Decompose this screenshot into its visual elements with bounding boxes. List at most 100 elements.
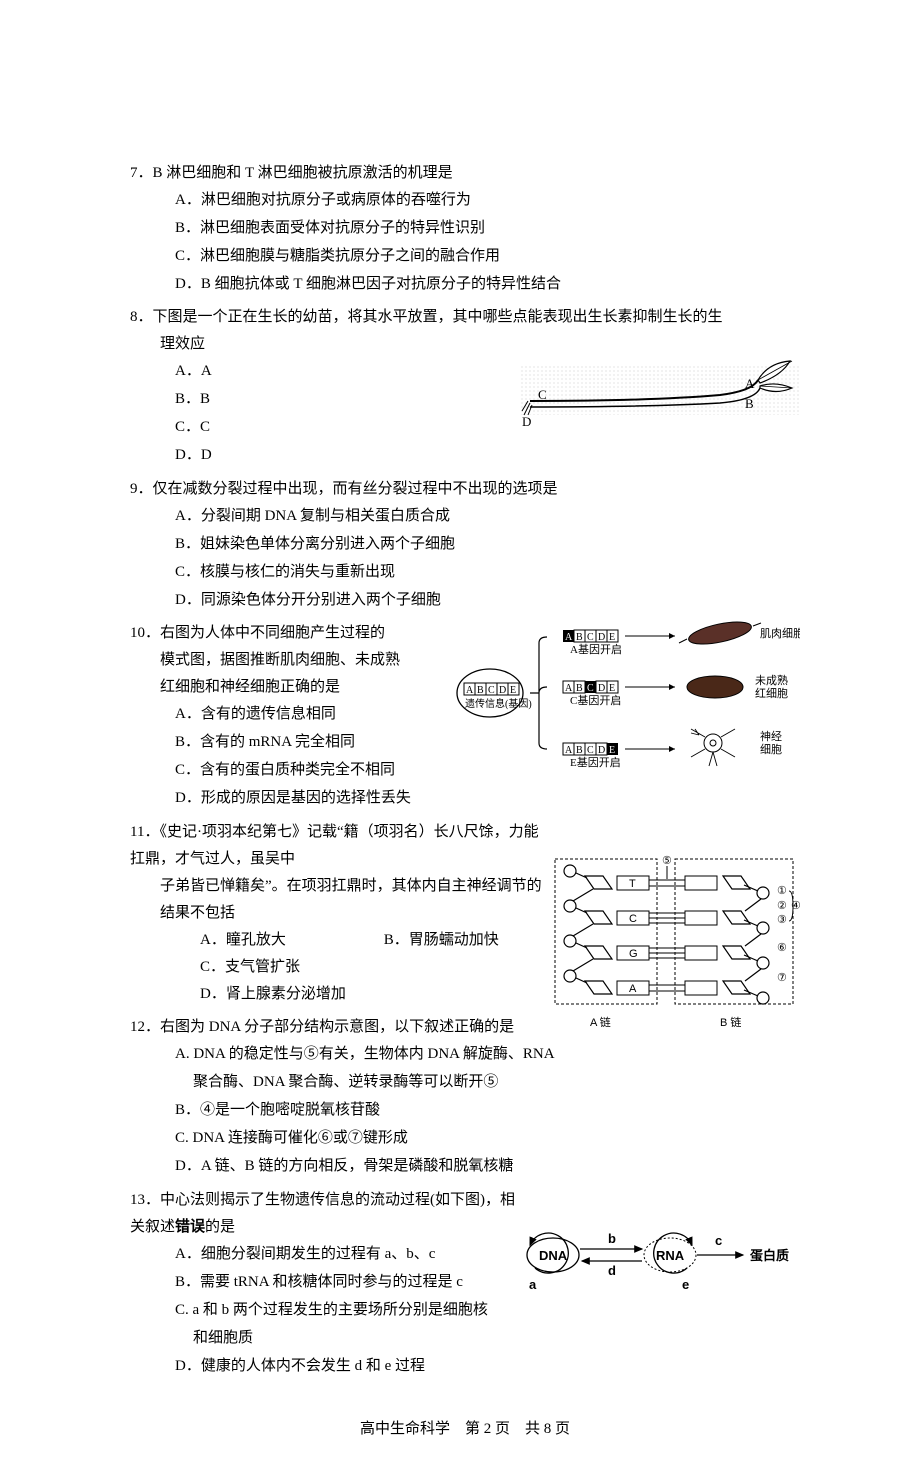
- q9-options: A．分裂间期 DNA 复制与相关蛋白质合成 B．姐妹染色单体分离分别进入两个子细…: [175, 503, 800, 614]
- svg-text:D: D: [598, 683, 605, 694]
- question-13: DNA RNA 蛋白质 a b d c e 13．中心法则揭示了生物遗传信息的流…: [130, 1187, 800, 1381]
- svg-text:E: E: [609, 745, 615, 756]
- svg-text:A: A: [466, 685, 474, 696]
- svg-text:E: E: [510, 685, 516, 696]
- svg-text:d: d: [608, 1263, 616, 1278]
- q12-opt-a2: 聚合酶、DNA 聚合酶、逆转录酶等可以断开⑤: [193, 1069, 800, 1096]
- svg-text:④: ④: [791, 900, 800, 912]
- svg-text:RNA: RNA: [656, 1248, 685, 1263]
- q8-stem: ．下图是一个正在生长的幼苗，将其水平放置，其中哪些点能表现出生长素抑制生长的生: [138, 309, 723, 325]
- svg-text:B: B: [477, 685, 484, 696]
- svg-text:遗传信息(基因): 遗传信息(基因): [465, 697, 532, 710]
- q12-options: A. DNA 的稳定性与⑤有关，生物体内 DNA 解旋酶、RNA 聚合酶、DNA…: [175, 1041, 800, 1180]
- q7-stem: ．B 淋巴细胞和 T 淋巴细胞被抗原激活的机理是: [138, 165, 453, 181]
- q11-opt-d: D．肾上腺素分泌增加: [200, 981, 346, 1008]
- svg-text:e: e: [682, 1277, 689, 1292]
- q8-label-b: B: [745, 396, 754, 411]
- q13-opt-c1: C. a 和 b 两个过程发生的主要场所分别是细胞核: [175, 1297, 800, 1324]
- q13-opt-c2: 和细胞质: [193, 1325, 800, 1352]
- q12-opt-b: B．④是一个胞嘧啶脱氧核苷酸: [175, 1097, 800, 1124]
- svg-text:③: ③: [777, 914, 787, 926]
- q7-options: A．淋巴细胞对抗原分子或病原体的吞噬行为 B．淋巴细胞表面受体对抗原分子的特异性…: [175, 187, 800, 298]
- svg-text:C: C: [587, 745, 594, 756]
- q8-figure: A B C D: [520, 353, 800, 428]
- q11-num: 11: [130, 824, 144, 840]
- svg-text:T: T: [629, 878, 636, 890]
- svg-text:神经: 神经: [760, 729, 782, 743]
- q9-num: 9: [130, 481, 138, 497]
- q7-opt-c: C．淋巴细胞膜与糖脂类抗原分子之间的融合作用: [175, 243, 800, 270]
- question-12: 12．右图为 DNA 分子部分结构示意图，以下叙述正确的是 A. DNA 的稳定…: [130, 1014, 800, 1181]
- svg-text:C: C: [488, 685, 495, 696]
- svg-text:D: D: [499, 685, 506, 696]
- svg-text:A基因开启: A基因开启: [570, 643, 622, 656]
- q7-num: 7: [130, 165, 138, 181]
- q9-opt-b: B．姐妹染色单体分离分别进入两个子细胞: [175, 531, 800, 558]
- svg-text:C: C: [587, 632, 594, 643]
- q11-opt-a: A．瞳孔放大: [200, 927, 340, 954]
- svg-text:B: B: [576, 745, 583, 756]
- svg-text:A: A: [629, 983, 637, 995]
- svg-text:⑥: ⑥: [777, 942, 787, 954]
- svg-text:②: ②: [777, 900, 787, 912]
- q10-figure: A B C D E 遗传信息(基因) A B C D E A基因开启 肌肉细胞: [455, 615, 800, 770]
- q12-opt-c: C. DNA 连接酶可催化⑥或⑦键形成: [175, 1125, 800, 1152]
- svg-text:A: A: [565, 745, 573, 756]
- svg-text:a: a: [529, 1277, 537, 1292]
- q9-opt-c: C．核膜与核仁的消失与重新出现: [175, 559, 800, 586]
- question-11: T C G A: [130, 819, 800, 1008]
- page-footer: 高中生命科学 第 2 页 共 8 页: [130, 1416, 800, 1443]
- q7-opt-b: B．淋巴细胞表面受体对抗原分子的特异性识别: [175, 215, 800, 242]
- question-8: 8．下图是一个正在生长的幼苗，将其水平放置，其中哪些点能表现出生长素抑制生长的生…: [130, 304, 800, 470]
- svg-text:⑤: ⑤: [662, 855, 672, 867]
- question-10: A B C D E 遗传信息(基因) A B C D E A基因开启 肌肉细胞: [130, 620, 800, 813]
- q11-stem: ．《史记·项羽本纪第七》记载“籍（项羽名）长八尺馀，力能扛鼎，才气过人，虽吴中: [130, 824, 539, 867]
- svg-text:⑦: ⑦: [777, 972, 787, 984]
- svg-text:E: E: [609, 683, 615, 694]
- q8-label-c: C: [538, 387, 547, 402]
- svg-text:D: D: [598, 632, 605, 643]
- q11-opt-c: C．支气管扩张: [200, 954, 340, 981]
- q10-num: 10: [130, 625, 145, 641]
- q7-opt-a: A．淋巴细胞对抗原分子或病原体的吞噬行为: [175, 187, 800, 214]
- q8-num: 8: [130, 309, 138, 325]
- svg-text:肌肉细胞: 肌肉细胞: [760, 627, 800, 640]
- q12-opt-d: D．A 链、B 链的方向相反，骨架是磷酸和脱氧核糖: [175, 1153, 800, 1180]
- q13-num: 13: [130, 1192, 145, 1208]
- svg-text:A: A: [565, 632, 573, 643]
- q13-opt-d: D．健康的人体内不会发生 d 和 e 过程: [175, 1353, 800, 1380]
- q13-figure: DNA RNA 蛋白质 a b d c e: [515, 1215, 800, 1293]
- svg-text:D: D: [598, 745, 605, 756]
- question-9: 9．仅在减数分裂过程中出现，而有丝分裂过程中不出现的选项是 A．分裂间期 DNA…: [130, 476, 800, 614]
- q8-label-a: A: [745, 376, 755, 391]
- q8-opt-d: D．D: [175, 442, 800, 469]
- q12-figure: T C G A: [545, 851, 800, 1036]
- q11-opt-b: B．胃肠蠕动加快: [384, 927, 499, 954]
- svg-text:C: C: [629, 913, 637, 925]
- q9-opt-d: D．同源染色体分开分别进入两个子细胞: [175, 587, 800, 614]
- q13-stem-after: 的是: [205, 1219, 235, 1235]
- q9-opt-a: A．分裂间期 DNA 复制与相关蛋白质合成: [175, 503, 800, 530]
- question-7: 7．B 淋巴细胞和 T 淋巴细胞被抗原激活的机理是 A．淋巴细胞对抗原分子或病原…: [130, 160, 800, 298]
- q13-stem-bold: 错误: [175, 1219, 205, 1235]
- q12-num: 12: [130, 1019, 145, 1035]
- q8-label-d: D: [522, 414, 531, 428]
- svg-text:b: b: [608, 1231, 616, 1246]
- q7-opt-d: D．B 细胞抗体或 T 细胞淋巴因子对抗原分子的特异性结合: [175, 271, 800, 298]
- svg-text:①: ①: [777, 885, 787, 897]
- svg-text:细胞: 细胞: [760, 743, 782, 756]
- svg-text:C: C: [587, 683, 594, 694]
- svg-text:c: c: [715, 1233, 722, 1248]
- svg-text:A: A: [565, 683, 573, 694]
- q10-opt-d: D．形成的原因是基因的选择性丢失: [175, 785, 800, 812]
- q12-opt-a1: A. DNA 的稳定性与⑤有关，生物体内 DNA 解旋酶、RNA: [175, 1041, 800, 1068]
- q10-stem: ．右图为人体中不同细胞产生过程的: [145, 625, 385, 641]
- svg-text:E: E: [609, 632, 615, 643]
- svg-text:B: B: [576, 683, 583, 694]
- svg-text:G: G: [629, 948, 638, 960]
- svg-text:B: B: [576, 632, 583, 643]
- svg-text:蛋白质: 蛋白质: [750, 1248, 789, 1263]
- svg-text:E基因开启: E基因开启: [570, 756, 621, 769]
- svg-text:DNA: DNA: [539, 1248, 568, 1263]
- svg-text:C基因开启: C基因开启: [570, 694, 621, 707]
